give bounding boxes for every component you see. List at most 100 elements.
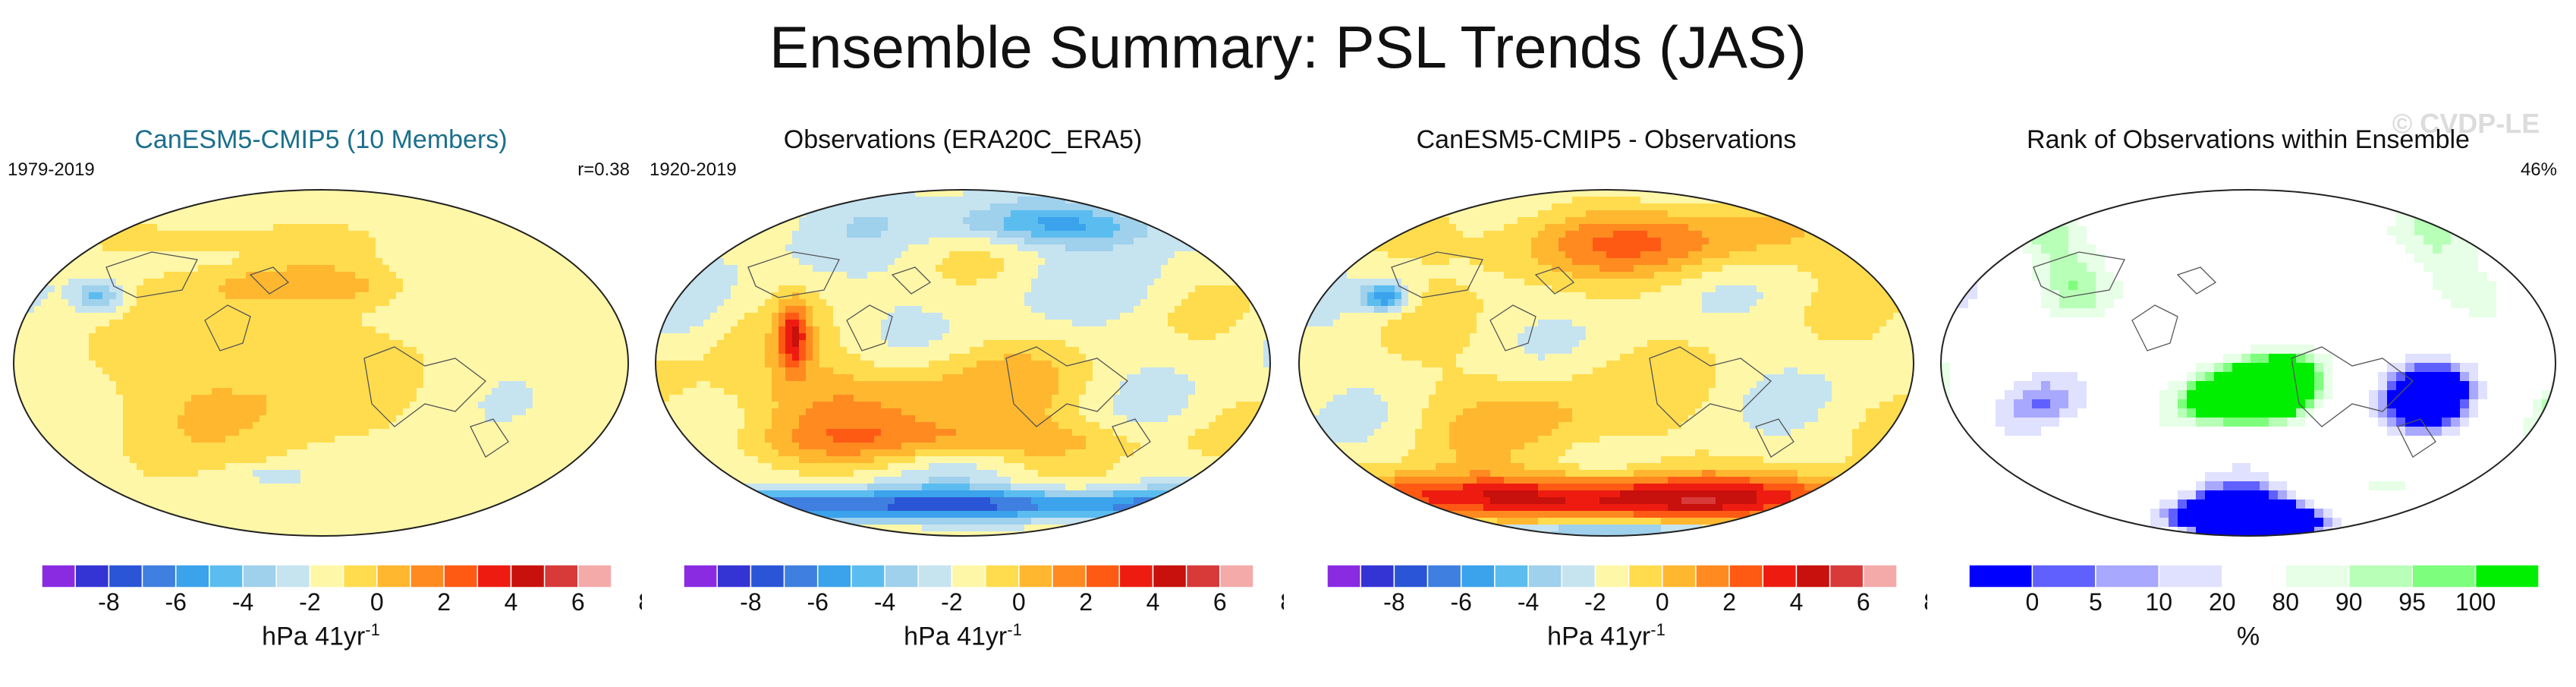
field-cell (519, 244, 527, 252)
field-cell (246, 361, 253, 368)
field-cell (178, 354, 185, 361)
field-cell (362, 388, 370, 395)
field-cell (574, 313, 581, 320)
field-cell (116, 326, 124, 334)
field-cell (34, 388, 42, 395)
field-cell (246, 477, 253, 484)
field-cell (478, 497, 486, 505)
field-cell (143, 190, 151, 197)
field-cell (335, 306, 342, 314)
field-cell (164, 306, 171, 314)
field-cell (225, 340, 233, 348)
field-cell (328, 429, 335, 436)
field-cell (178, 224, 185, 232)
field-cell (608, 244, 615, 252)
field-cell (560, 449, 568, 457)
field-cell (164, 292, 171, 300)
field-cell (41, 497, 49, 505)
field-cell (259, 449, 267, 457)
colorbar-swatch (309, 564, 344, 588)
field-cell (335, 504, 342, 512)
field-cell (560, 477, 568, 484)
field-cell (232, 436, 240, 443)
field-cell (300, 313, 308, 320)
field-cell (621, 265, 628, 273)
field-cell (512, 531, 520, 536)
field-cell (75, 436, 83, 443)
field-cell (519, 326, 527, 334)
field-cell (164, 395, 171, 402)
field-cell (1024, 210, 1032, 218)
field-cell (321, 224, 329, 232)
field-cell (253, 326, 260, 334)
field-cell (164, 238, 171, 245)
field-cell (608, 210, 615, 218)
field-cell (82, 449, 90, 457)
field-cell (615, 224, 622, 232)
field-cell (123, 197, 131, 204)
field-cell (191, 231, 199, 238)
field-cell (539, 313, 547, 320)
field-cell (205, 422, 212, 430)
field-cell (580, 518, 588, 525)
field-cell (362, 272, 370, 279)
field-cell (75, 374, 83, 382)
field-cell (178, 374, 185, 382)
field-cell (212, 340, 219, 348)
field-cell (55, 415, 62, 423)
field-cell (355, 224, 363, 232)
field-cell (300, 340, 308, 348)
field-cell (574, 190, 581, 197)
field-cell (430, 244, 438, 252)
field-cell (437, 224, 445, 232)
field-cell (178, 531, 185, 536)
field-cell (116, 210, 124, 218)
field-cell (567, 203, 574, 211)
field-cell (963, 197, 970, 204)
field-cell (512, 374, 520, 382)
field-cell (300, 367, 308, 375)
field-cell (410, 388, 417, 395)
field-cell (41, 354, 49, 361)
field-cell (109, 238, 117, 245)
field-cell (601, 402, 609, 409)
field-cell (157, 244, 165, 252)
field-cell (724, 203, 731, 211)
field-cell (485, 320, 492, 327)
field-cell (130, 320, 137, 327)
field-cell (266, 531, 274, 536)
field-cell (362, 504, 370, 512)
field-cell (314, 251, 322, 259)
field-cell (560, 320, 568, 327)
field-cell (198, 402, 206, 409)
field-cell (471, 477, 479, 484)
field-cell (157, 456, 165, 464)
field-cell (608, 511, 615, 518)
field-cell (225, 251, 233, 259)
field-cell (499, 511, 506, 518)
field-cell (990, 190, 998, 197)
field-cell (608, 449, 615, 457)
field-cell (239, 456, 247, 464)
field-cell (102, 374, 110, 382)
field-cell (526, 463, 533, 471)
field-cell (341, 504, 349, 512)
field-cell (1113, 210, 1121, 218)
field-cell (328, 354, 335, 361)
field-cell (321, 504, 329, 512)
field-cell (580, 504, 588, 512)
field-cell (458, 361, 465, 368)
field-cell (130, 224, 137, 232)
field-cell (171, 449, 178, 457)
field-cell (55, 292, 62, 300)
field-cell (219, 197, 226, 204)
field-cell (287, 443, 294, 450)
field-cell (273, 190, 281, 197)
field-cell (403, 422, 410, 430)
field-cell (587, 203, 595, 211)
field-cell (403, 490, 410, 498)
field-cell (348, 449, 356, 457)
field-cell (150, 408, 158, 416)
field-cell (137, 402, 144, 409)
field-cell (20, 429, 28, 436)
